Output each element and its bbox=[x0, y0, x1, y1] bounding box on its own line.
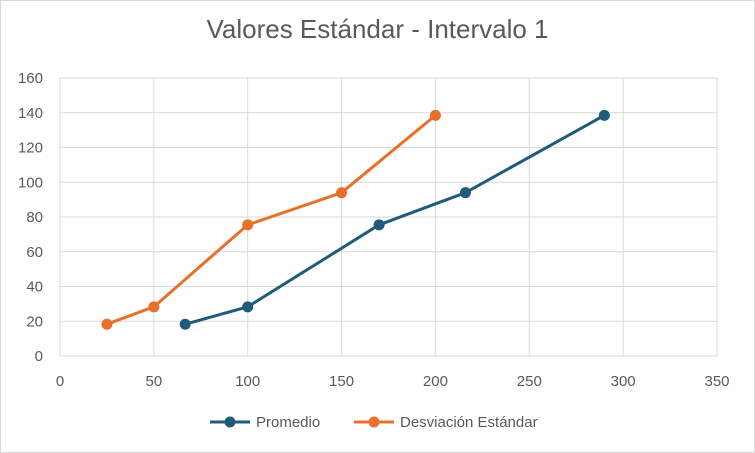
data-point bbox=[242, 219, 254, 231]
y-tick-label: 80 bbox=[26, 209, 43, 226]
data-point bbox=[429, 109, 441, 121]
data-point bbox=[101, 318, 113, 330]
y-tick-label: 0 bbox=[35, 348, 43, 365]
x-tick-label: 50 bbox=[146, 373, 163, 390]
data-point bbox=[242, 301, 254, 313]
legend-marker bbox=[368, 416, 380, 428]
x-tick-label: 200 bbox=[423, 373, 448, 390]
data-point bbox=[148, 301, 160, 313]
y-tick-label: 160 bbox=[18, 70, 43, 87]
y-tick-label: 140 bbox=[18, 105, 43, 122]
x-tick-label: 0 bbox=[56, 373, 64, 390]
x-tick-label: 150 bbox=[329, 373, 354, 390]
series-group bbox=[101, 109, 610, 330]
x-tick-label: 250 bbox=[517, 373, 542, 390]
x-tick-label: 300 bbox=[611, 373, 636, 390]
y-axis-labels: 0 20 40 60 80 100 120 140 160 bbox=[18, 70, 43, 365]
data-point bbox=[598, 109, 610, 121]
legend-marker bbox=[224, 416, 236, 428]
y-tick-label: 40 bbox=[26, 279, 43, 296]
legend-label: Desviación Estándar bbox=[400, 414, 538, 431]
y-tick-label: 20 bbox=[26, 313, 43, 330]
grid bbox=[59, 77, 718, 357]
y-tick-label: 120 bbox=[18, 140, 43, 157]
data-point bbox=[179, 318, 191, 330]
y-tick-label: 100 bbox=[18, 174, 43, 191]
legend: Promedio Desviación Estándar bbox=[210, 414, 538, 431]
x-tick-label: 100 bbox=[235, 373, 260, 390]
data-point bbox=[459, 187, 471, 199]
chart-title: Valores Estándar - Intervalo 1 bbox=[206, 14, 549, 44]
legend-label: Promedio bbox=[256, 414, 320, 431]
data-point bbox=[373, 219, 385, 231]
y-tick-label: 60 bbox=[26, 244, 43, 261]
data-point bbox=[336, 187, 348, 199]
x-tick-label: 350 bbox=[704, 373, 729, 390]
x-axis-labels: 0 50 100 150 200 250 300 350 bbox=[56, 373, 730, 390]
